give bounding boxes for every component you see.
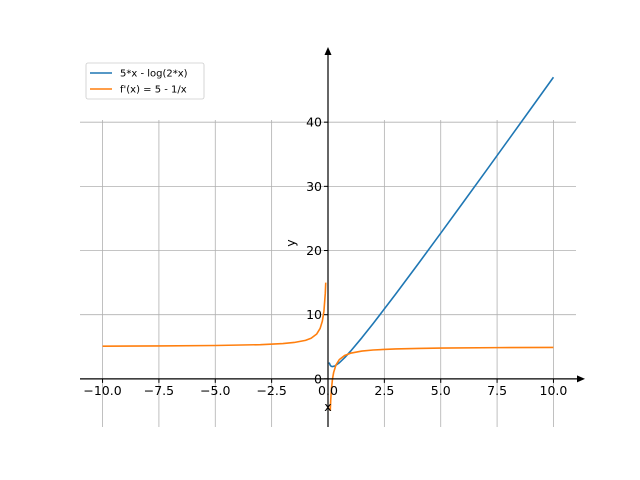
x-axis-label: x: [324, 399, 331, 414]
legend-label: 5*x - log(2*x): [120, 69, 188, 80]
y-tick-label: 30: [306, 179, 322, 194]
tick-labels: −10.0 −7.5 −5.0 −2.5 0.0 2.5 5.0 7.5 10.0 0 10 20 30…: [83, 115, 567, 398]
x-tick-label: 2.5: [374, 383, 394, 398]
legend-label: f'(x) = 5 - 1/x: [120, 85, 187, 96]
axes: [80, 47, 585, 427]
x-tick-label: 5.0: [431, 383, 451, 398]
y-tick-label: 10: [306, 307, 322, 322]
x-tick-label: −7.5: [144, 383, 174, 398]
x-tick-label: −5.0: [200, 383, 230, 398]
x-tick-label: 0.0: [318, 383, 338, 398]
y-tick-label: 0: [314, 371, 322, 386]
x-tick-label: −2.5: [256, 383, 286, 398]
x-tick-label: 7.5: [487, 383, 507, 398]
series-line-1: [102, 282, 554, 411]
x-tick-label: −10.0: [83, 383, 121, 398]
plot-area: [102, 76, 555, 411]
series-line-0: [328, 76, 555, 368]
y-axis-arrow-icon: [324, 47, 332, 55]
y-tick-label: 20: [306, 243, 322, 258]
legend: 5*x - log(2*x) f'(x) = 5 - 1/x: [85, 62, 205, 100]
y-axis-label: y: [283, 239, 298, 247]
y-tick-label: 40: [306, 115, 322, 130]
x-tick-label: 10.0: [540, 383, 568, 398]
x-axis-arrow-icon: [577, 375, 585, 383]
legend-box: [85, 62, 205, 100]
